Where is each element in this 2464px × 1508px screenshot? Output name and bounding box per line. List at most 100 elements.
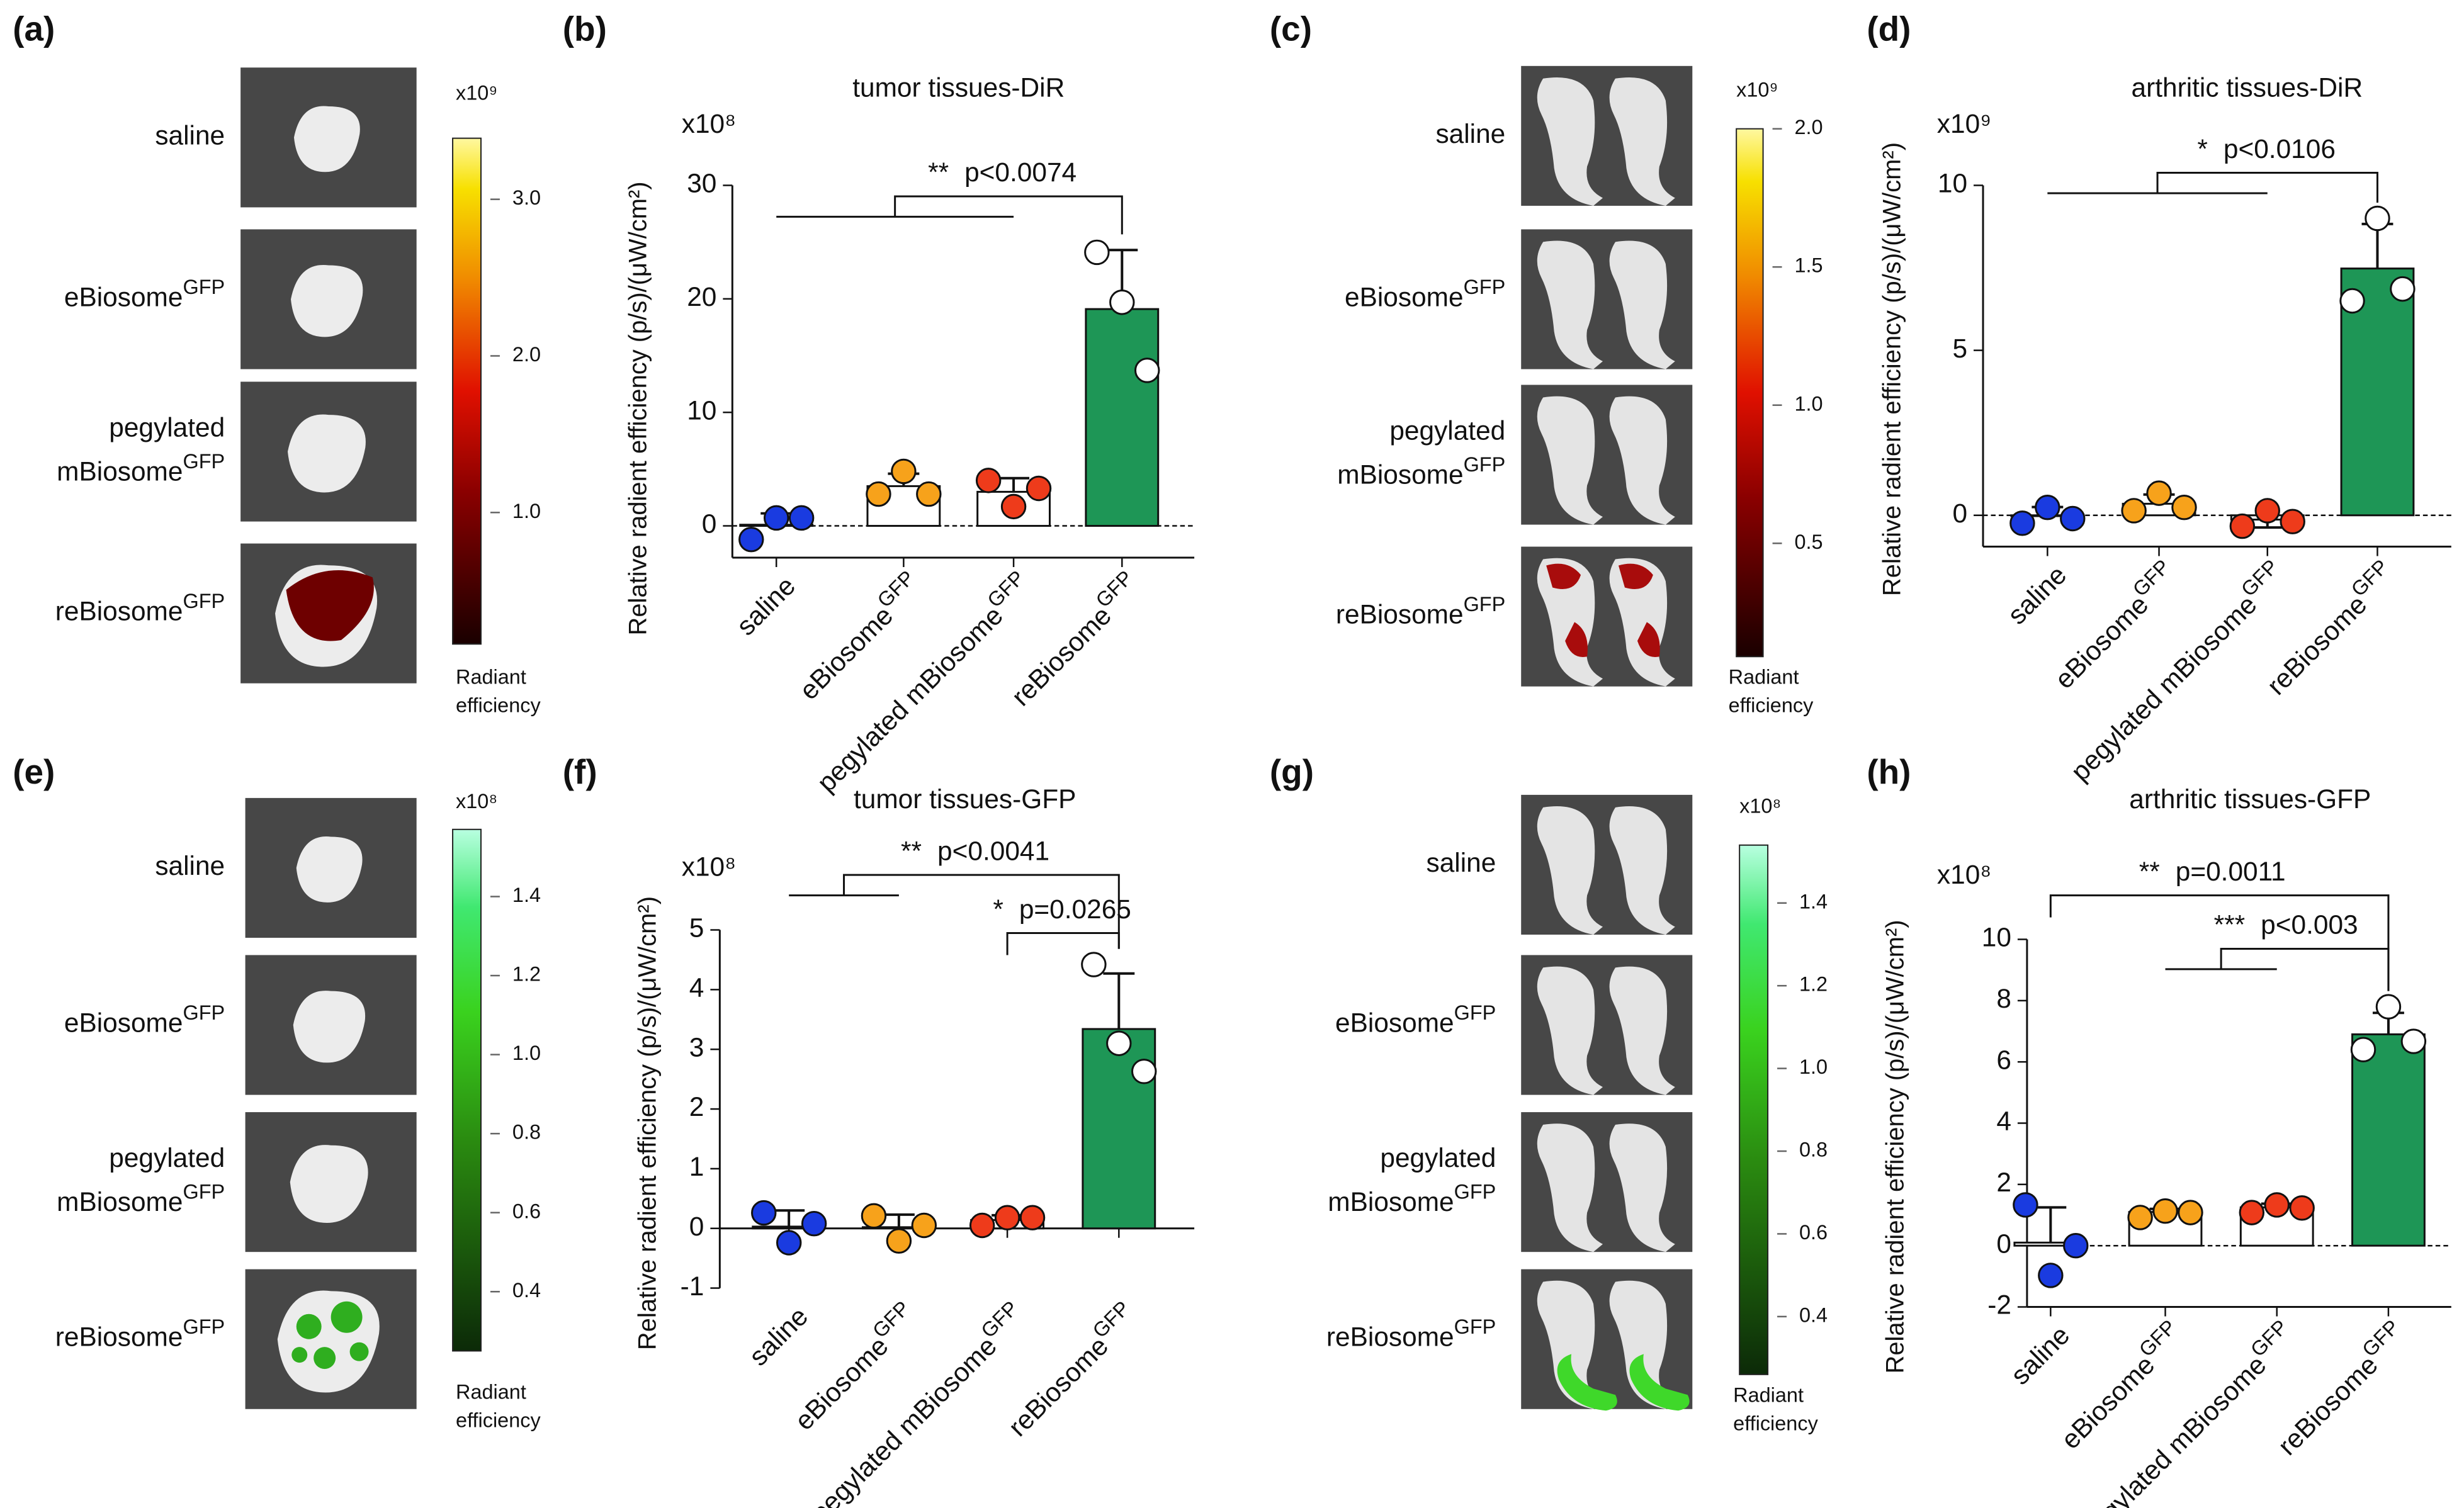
signal	[349, 1342, 369, 1361]
significance-stars: *	[993, 894, 1003, 924]
row-label-sup: GFP	[183, 1180, 225, 1203]
data-point	[776, 1230, 802, 1256]
x-tick-label-text: eBiosome	[2055, 1350, 2161, 1455]
data-point	[2013, 1192, 2038, 1218]
y-tick-label: 0	[1952, 498, 1967, 528]
data-point	[2365, 205, 2390, 232]
data-point	[2146, 480, 2172, 506]
error-bar	[2035, 1206, 2067, 1243]
panel-label: (c)	[1270, 9, 1312, 48]
data-point	[2239, 1200, 2265, 1225]
data-point	[2178, 1200, 2203, 1225]
y-tick-label: 30	[687, 169, 716, 198]
colorbar-multiplier: x10⁸	[456, 790, 497, 813]
row-label: saline	[155, 851, 225, 881]
colorbar-tick-label: 1.4	[1799, 890, 1828, 913]
error-bar	[883, 1213, 915, 1227]
row-label-sup: GFP	[183, 450, 225, 473]
tissue	[1609, 1280, 1675, 1409]
data-point	[2152, 1198, 2178, 1224]
colorbar-label: Radiant	[456, 1380, 526, 1403]
row-label-text: eBiosome	[64, 283, 183, 312]
x-tick-label: reBiosomeGFP	[998, 1297, 1144, 1443]
data-point	[1000, 493, 1027, 520]
row-label-sup: GFP	[1454, 1315, 1496, 1338]
y-tick-label: 2	[689, 1092, 704, 1122]
row-label: eBiosomeGFP	[1335, 1001, 1496, 1038]
y-multiplier: x10⁸	[682, 109, 736, 138]
significance-label: p<0.0106	[2224, 134, 2336, 164]
significance-bracket	[776, 195, 1123, 235]
data-point	[994, 1205, 1020, 1230]
colorbar-label: efficiency	[456, 694, 541, 717]
data-point	[2280, 509, 2305, 534]
y-tick-label: 0	[689, 1212, 704, 1241]
data-point	[2171, 494, 2197, 520]
y-axis-label: Relative radient efficiency (p/s)/(μW/cm…	[1878, 142, 1906, 596]
signal	[314, 1347, 336, 1370]
colorbar-tick-label: 0.4	[1799, 1303, 1828, 1326]
row-label: reBiosomeGFP	[1326, 1315, 1496, 1352]
data-point	[2063, 1232, 2089, 1259]
colorbar-tick-label: 1.0	[1795, 392, 1823, 415]
row-label-text: mBiosome	[57, 1187, 183, 1217]
data-point	[1106, 1030, 1132, 1056]
significance-stars: **	[928, 157, 949, 187]
row-label-sup: GFP	[183, 276, 225, 298]
colorbar-tick-label: 0.8	[512, 1121, 541, 1144]
y-tick-label: 4	[1996, 1106, 2011, 1136]
row-label: saline	[1435, 119, 1505, 149]
panel-label: (g)	[1270, 752, 1314, 791]
tissue	[288, 414, 366, 493]
y-multiplier: x10⁹	[1937, 109, 1992, 138]
x-tick-label: saline	[2002, 560, 2072, 631]
bar	[2351, 1033, 2426, 1247]
y-tick-label: 5	[1952, 334, 1967, 363]
data-point	[2009, 510, 2035, 536]
data-point	[2350, 1037, 2376, 1062]
row-label-text: mBiosome	[1328, 1187, 1454, 1217]
colorbar-tick-label: 1.0	[1799, 1055, 1828, 1078]
bar	[1085, 308, 1160, 527]
data-point	[2289, 1195, 2315, 1221]
chart-title: tumor tissues-DiR	[852, 72, 1065, 102]
tissue	[1609, 240, 1675, 369]
error-bar	[1103, 972, 1135, 1029]
row-label-text: pegylated	[1380, 1143, 1496, 1173]
signal	[1618, 563, 1653, 589]
tissue	[1537, 77, 1603, 206]
x-tick-label-text: eBiosome	[2049, 590, 2154, 695]
data-point	[1081, 952, 1107, 977]
data-point	[866, 481, 891, 507]
row-label-sup: GFP	[1454, 1001, 1496, 1024]
data-point	[801, 1210, 827, 1237]
data-point	[886, 1228, 912, 1254]
x-tick-label: pegylated mBiosomeGFP	[2060, 555, 2292, 787]
data-point	[2375, 994, 2402, 1020]
y-tick-label: 6	[1996, 1045, 2011, 1074]
row-label: saline	[1426, 848, 1496, 877]
row-label-text: reBiosome	[55, 597, 183, 626]
row-label-text: reBiosome	[1326, 1322, 1454, 1352]
x-tick-label: reBiosomeGFP	[2268, 1315, 2414, 1461]
colorbar-tick-label: 0.8	[1799, 1139, 1828, 1161]
row-label: mBiosomeGFP	[1328, 1180, 1496, 1217]
colorbar-tick-label: 1.2	[512, 963, 541, 986]
row-label: mBiosomeGFP	[1337, 453, 1505, 490]
data-point	[2390, 276, 2416, 302]
tissue	[293, 106, 360, 172]
y-tick-label: 4	[689, 973, 704, 1003]
error-bar	[998, 476, 1030, 492]
row-label-sup: GFP	[1464, 276, 1506, 298]
row-label: pegylated	[109, 1143, 225, 1173]
x-tick-label: saline	[2005, 1320, 2076, 1391]
error-bar	[773, 1209, 805, 1227]
colorbar-tick-label: 2.0	[512, 343, 541, 366]
colorbar-tick-label: 3.0	[512, 186, 541, 209]
signal	[1637, 622, 1660, 657]
row-label-text: pegylated	[109, 1143, 225, 1173]
row-label-sup: GFP	[1464, 453, 1506, 476]
data-point	[1131, 1059, 1157, 1084]
significance-bracket	[2047, 172, 2378, 203]
